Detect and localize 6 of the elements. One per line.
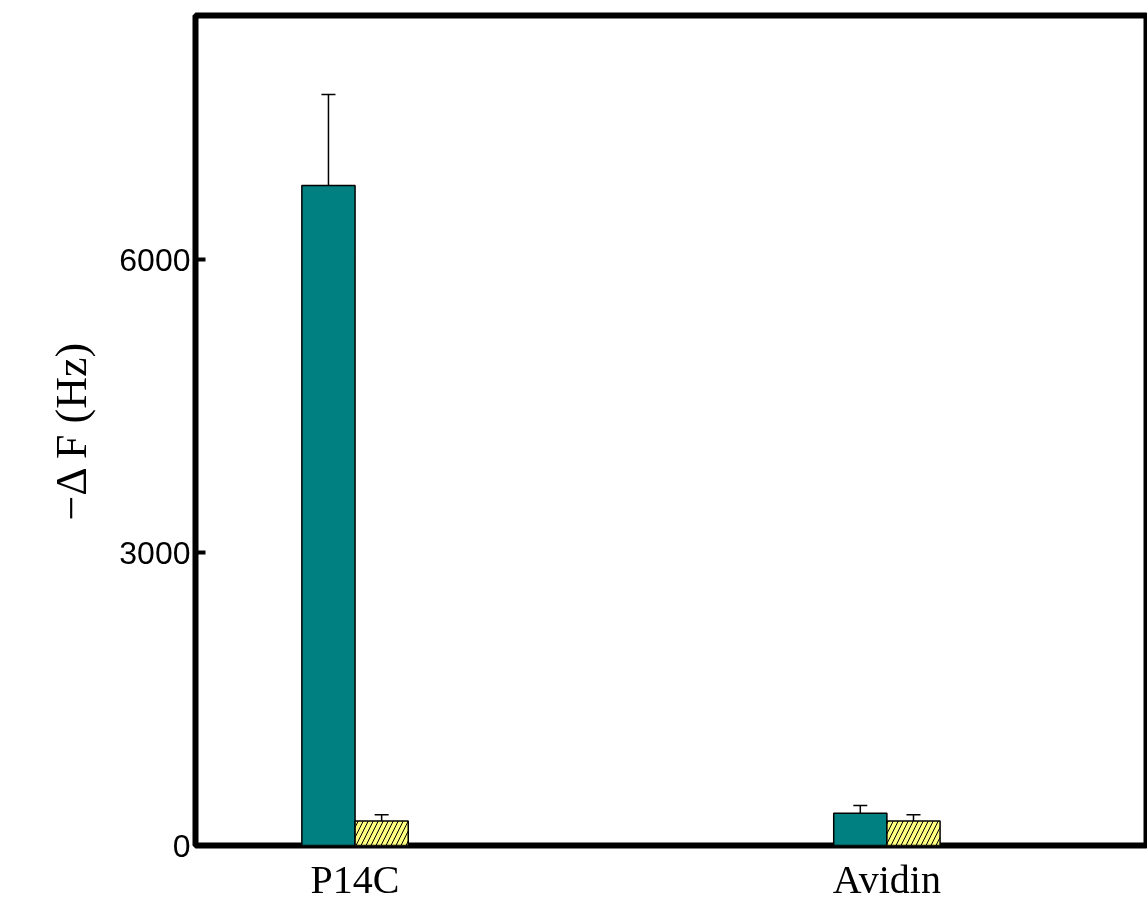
x-tick-label: P14C bbox=[310, 856, 400, 902]
y-tick-label: 3000 bbox=[119, 534, 191, 571]
y-tick-label: 6000 bbox=[119, 241, 191, 278]
y-axis-title: −Δ F (Hz) bbox=[47, 342, 97, 521]
y-tick-label: 0 bbox=[172, 827, 191, 864]
x-tick-label: Avidin bbox=[832, 856, 941, 902]
